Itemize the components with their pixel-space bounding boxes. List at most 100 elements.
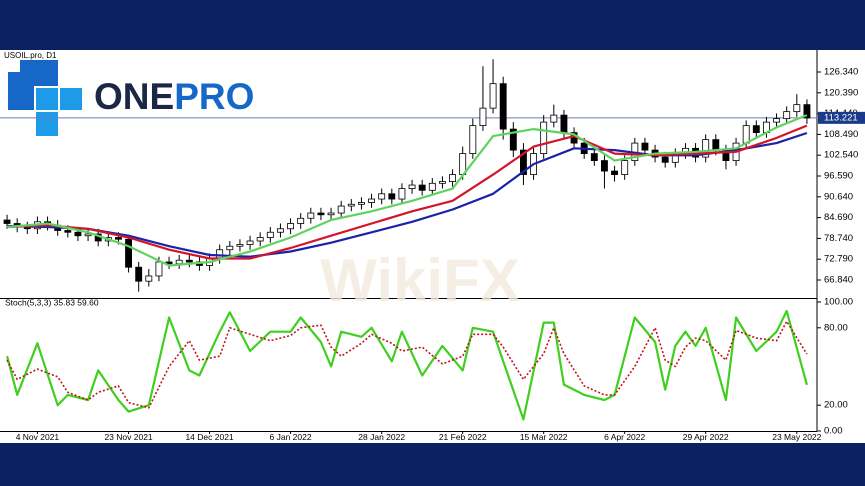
y-tick-label: 78.740 bbox=[824, 233, 853, 244]
line-series bbox=[7, 124, 808, 260]
line-series bbox=[7, 131, 808, 258]
candle-body bbox=[418, 184, 426, 191]
x-tick-label: 29 Apr 2022 bbox=[683, 432, 729, 442]
indicator-label: Stoch(5,3,3) 35.83 59.60 bbox=[5, 297, 99, 307]
candle-body bbox=[327, 212, 335, 216]
chart-panel bbox=[0, 50, 865, 443]
candle-body bbox=[489, 83, 497, 109]
y-tick-label: 66.840 bbox=[824, 275, 853, 286]
y-tick-label: 108.490 bbox=[824, 129, 858, 140]
candle-body bbox=[509, 128, 517, 151]
candle-body bbox=[246, 240, 254, 245]
candle-body bbox=[540, 121, 548, 154]
candle-body bbox=[398, 188, 406, 200]
candle-body bbox=[64, 230, 72, 233]
x-tick-label: 23 Nov 2021 bbox=[104, 432, 152, 442]
candle-body bbox=[520, 149, 527, 175]
candle-body bbox=[479, 107, 487, 127]
candle-body bbox=[408, 184, 416, 189]
y-tick-label: 126.340 bbox=[824, 67, 858, 78]
candle-body bbox=[661, 156, 669, 163]
logo: ONEPRO bbox=[8, 60, 254, 136]
logo-text-pro: PRO bbox=[174, 76, 254, 117]
candle-body bbox=[560, 114, 568, 134]
x-tick-label: 28 Jan 2022 bbox=[358, 432, 405, 442]
candle-body bbox=[712, 139, 720, 151]
y-tick-label: 100.00 bbox=[824, 297, 853, 308]
y-tick-label: 120.390 bbox=[824, 87, 858, 98]
candle-body bbox=[742, 125, 750, 144]
y-tick-label: 72.790 bbox=[824, 254, 853, 265]
y-tick-label: 20.00 bbox=[824, 400, 848, 411]
logo-mark bbox=[36, 88, 58, 110]
candle-body bbox=[601, 160, 608, 172]
candle-body bbox=[287, 223, 294, 230]
candle-body bbox=[611, 170, 619, 175]
candle-body bbox=[783, 111, 791, 120]
x-tick-label: 4 Nov 2021 bbox=[16, 432, 60, 442]
candle-body bbox=[803, 104, 811, 119]
candle-body bbox=[378, 193, 386, 200]
candle-body bbox=[74, 231, 82, 237]
candle-body bbox=[236, 244, 244, 247]
x-tick-label: 6 Apr 2022 bbox=[604, 432, 645, 442]
symbol-label: USOIL.pro, D1 bbox=[4, 51, 57, 60]
candle-body bbox=[469, 125, 477, 154]
candle-body bbox=[449, 174, 456, 182]
x-tick-label: 6 Jan 2022 bbox=[270, 432, 312, 442]
candle-body bbox=[266, 231, 274, 238]
candle-body bbox=[226, 245, 234, 251]
logo-notch bbox=[8, 60, 20, 72]
candle-body bbox=[155, 261, 163, 277]
logo-mark bbox=[60, 88, 82, 110]
x-tick-label: 21 Feb 2022 bbox=[439, 432, 487, 442]
current-price-box bbox=[818, 111, 865, 124]
candle-body bbox=[84, 233, 92, 237]
candle-body bbox=[256, 237, 264, 242]
candle-body bbox=[3, 219, 11, 224]
x-tick-label: 15 Mar 2022 bbox=[520, 432, 568, 442]
candle-body bbox=[438, 181, 446, 184]
candle-body bbox=[347, 203, 355, 207]
logo-mark bbox=[36, 112, 58, 136]
candle-body bbox=[793, 104, 801, 113]
candle-body bbox=[307, 212, 315, 219]
candle-body bbox=[590, 153, 598, 161]
line-series bbox=[6, 309, 808, 421]
candle-body bbox=[276, 228, 284, 233]
candle-body bbox=[216, 249, 224, 259]
candle-body bbox=[175, 259, 183, 265]
y-tick-label: 96.590 bbox=[824, 171, 853, 182]
candle-body bbox=[135, 266, 143, 282]
logo-text: ONEPRO bbox=[94, 76, 254, 117]
candle-body bbox=[499, 83, 507, 130]
line-series bbox=[6, 320, 808, 409]
x-tick-label: 14 Dec 2021 bbox=[185, 432, 233, 442]
candle-body bbox=[702, 139, 710, 158]
candle-body bbox=[145, 275, 153, 282]
y-tick-label: 0.00 bbox=[824, 426, 843, 437]
candle-body bbox=[752, 125, 760, 134]
current-price-label: 113.221 bbox=[824, 112, 858, 123]
y-tick-label: 90.640 bbox=[824, 191, 853, 202]
candle-body bbox=[550, 114, 558, 123]
y-tick-label: 102.540 bbox=[824, 150, 858, 161]
logo-mark bbox=[8, 60, 58, 110]
candle-body bbox=[297, 217, 305, 224]
candle-body bbox=[368, 198, 375, 203]
logo-text-one: ONE bbox=[94, 76, 174, 117]
candle-body bbox=[317, 212, 325, 216]
watermark: WikiFX bbox=[320, 247, 519, 314]
candle-body bbox=[337, 205, 345, 214]
y-tick-label: 80.00 bbox=[824, 322, 848, 333]
candle-body bbox=[357, 202, 365, 205]
candle-body bbox=[641, 142, 649, 151]
candle-body bbox=[428, 182, 436, 191]
candle-body bbox=[388, 193, 396, 200]
candle-body bbox=[773, 118, 781, 123]
candle-body bbox=[115, 237, 122, 240]
candle-body bbox=[185, 259, 193, 263]
candle-body bbox=[621, 160, 629, 175]
